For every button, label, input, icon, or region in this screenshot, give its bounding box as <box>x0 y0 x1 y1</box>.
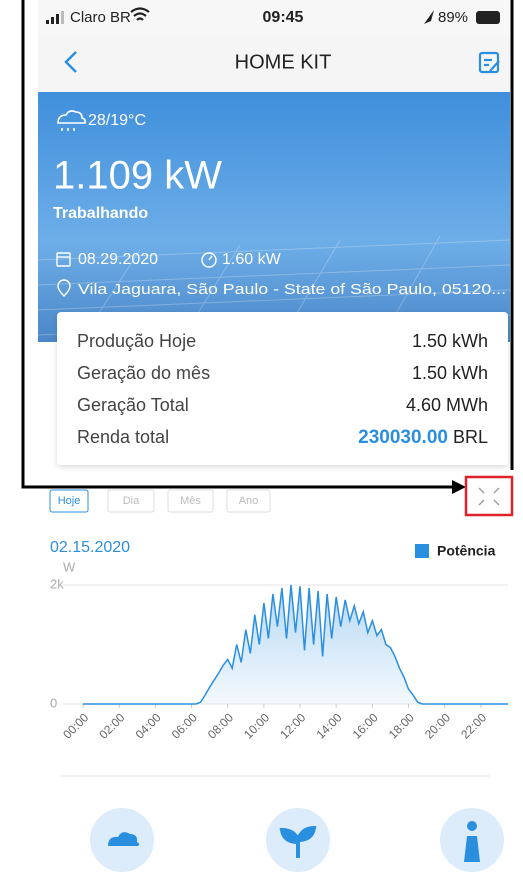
row-label: Renda total <box>77 427 169 447</box>
fullscreen-button[interactable] <box>479 488 499 505</box>
row-label: Geração do mês <box>77 363 210 383</box>
x-tick-label: 22:00 <box>458 710 489 741</box>
tab-label: Hoje <box>58 495 81 507</box>
row-label: Geração Total <box>77 395 189 415</box>
status: Trabalhando <box>53 205 148 222</box>
legend-swatch <box>415 544 429 558</box>
legend-label: Potência <box>437 543 496 559</box>
co2-icon <box>90 808 154 872</box>
location: Vila Jaguara, São Paulo - State of São P… <box>78 281 506 298</box>
period-tabs: Hoje Dia Mês Ano <box>50 490 270 512</box>
chart-date: 02.15.2020 <box>50 539 130 556</box>
x-tick-label: 00:00 <box>60 710 91 741</box>
x-tick-label: 10:00 <box>241 710 272 741</box>
y-tick-label: 2k <box>50 576 64 591</box>
weather: 28/19°C <box>88 112 146 129</box>
date: 08.29.2020 <box>78 251 158 268</box>
x-tick-label: 14:00 <box>313 710 344 741</box>
row-value: 4.60 MWh <box>406 395 488 415</box>
screen: Claro BR 09:45 89% HOME KIT 28/19°C 1.10… <box>0 0 523 875</box>
row-label: Produção Hoje <box>77 331 196 351</box>
x-tick-label: 08:00 <box>205 710 236 741</box>
plant-icon <box>266 808 330 872</box>
x-tick-label: 20:00 <box>422 710 453 741</box>
carrier: Claro BR <box>70 9 131 26</box>
row-unit: BRL <box>453 427 488 447</box>
row-value: 230030.00 <box>358 427 448 448</box>
row-value: 1.50 kWh <box>412 331 488 351</box>
x-tick-label: 18:00 <box>386 710 417 741</box>
row-value: 1.50 kWh <box>412 363 488 383</box>
battery-icon <box>476 11 500 24</box>
x-tick-label: 16:00 <box>350 710 381 741</box>
current-power: 1.109 kW <box>53 154 222 198</box>
page-title: HOME KIT <box>235 51 332 73</box>
tab-label: Dia <box>123 495 140 507</box>
x-tick-label: 04:00 <box>133 710 164 741</box>
annotation-arrow <box>452 480 466 494</box>
battery-level: 89% <box>438 9 468 26</box>
highlight-box <box>466 477 512 515</box>
tab-label: Ano <box>239 495 259 507</box>
y-axis-unit: W <box>63 559 76 574</box>
plant-power-icon <box>440 808 504 872</box>
tab-label: Mês <box>180 495 201 507</box>
x-tick-label: 06:00 <box>169 710 200 741</box>
x-tick-label: 12:00 <box>277 710 308 741</box>
capacity: 1.60 kW <box>222 251 282 268</box>
page: {"status_bar": {"carrier": "Claro BR", "… <box>0 0 523 875</box>
x-tick-label: 02:00 <box>96 710 127 741</box>
clock: 09:45 <box>263 9 304 26</box>
area <box>83 585 508 704</box>
y-tick-label: 0 <box>50 695 57 710</box>
